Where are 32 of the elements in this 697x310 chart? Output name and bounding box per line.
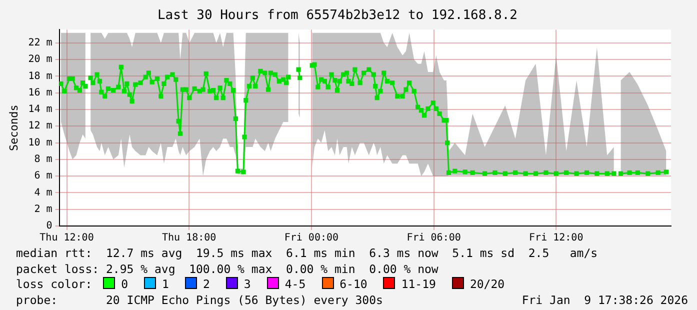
y-axis-title: Seconds [7, 104, 20, 151]
y-tick-label: 14 m [28, 104, 52, 116]
text: 20/20 [470, 277, 505, 291]
y-tick-label: 18 m [28, 70, 52, 82]
text: 6-10 [340, 277, 368, 291]
chart-title: Last 30 Hours from 65574b2b3e12 to 192.168.8.2 [157, 8, 518, 24]
y-tick-label: 22 m [28, 38, 52, 49]
y-tick-label: 2 m [34, 204, 52, 215]
text: 4-5 [284, 277, 306, 291]
y-tick-label: 12 m [28, 120, 52, 132]
x-tick-label: Fri 00:00 [284, 232, 339, 244]
text: probe: 20 ICMP Echo Pings (56 Bytes) every 300s [16, 292, 383, 306]
x-tick-label: Thu 18:00 [162, 232, 216, 244]
x-tick-label: Thu 12:00 [40, 232, 94, 244]
text: 3 [244, 277, 251, 291]
text: median rtt: 12.7 ms avg 19.5 ms max 6.1 ms min 6.3 ms now 5.1 ms sd 2.5 am/s [16, 246, 598, 260]
text: 2 [202, 277, 210, 291]
y-tick-label: 4 m [34, 187, 52, 198]
y-tick-label: 20 m [28, 54, 52, 66]
text: 1 [162, 277, 169, 291]
y-tick-label: 8 m [34, 154, 52, 166]
y-tick-label: 0 [46, 220, 52, 232]
y-tick-label: 16 m [28, 87, 52, 98]
text: Fri Jan 9 17:38:26 2026 [522, 292, 688, 308]
y-tick-label: 10 m [28, 137, 52, 148]
text: 0 [121, 277, 128, 291]
text: packet loss: 2.95 % avg 100.00 % max 0.00 % min 0.00 % now [16, 262, 438, 276]
y-tick-label: 6 m [34, 170, 52, 182]
text: loss color: [16, 277, 94, 291]
text: 11-19 [401, 277, 436, 291]
x-tick-label: Fri 12:00 [529, 232, 584, 244]
x-tick-label: Fri 06:00 [406, 232, 461, 244]
